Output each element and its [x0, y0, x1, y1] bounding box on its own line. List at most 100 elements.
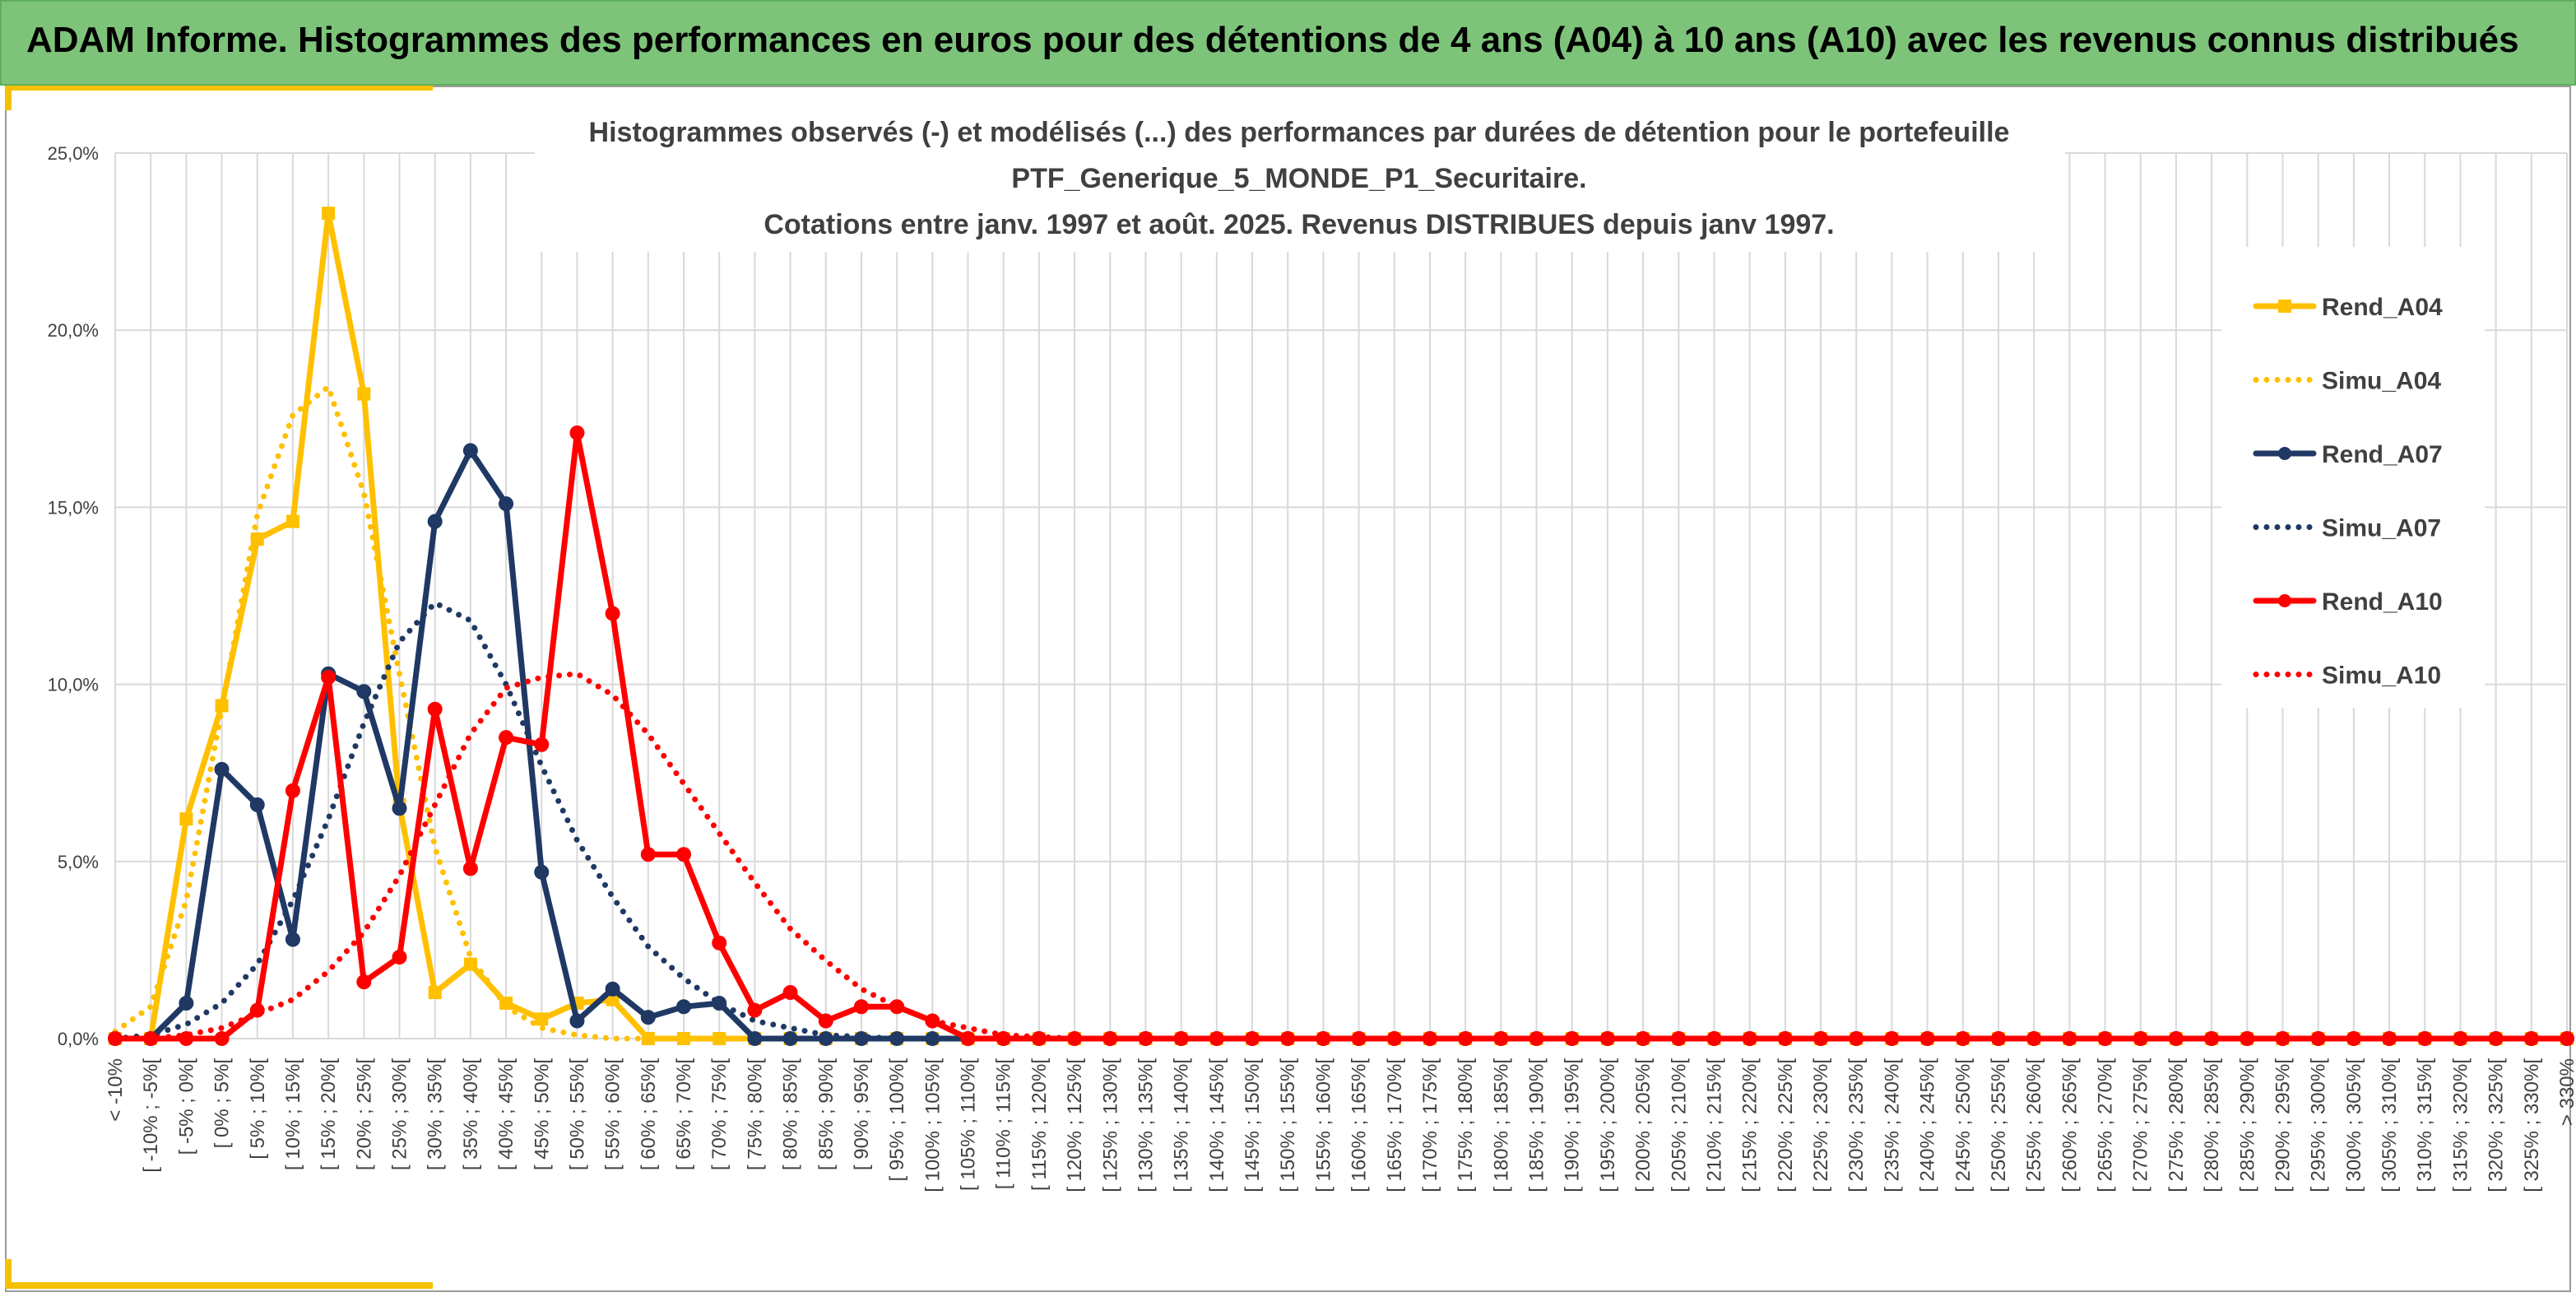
point-marker [214, 1031, 230, 1046]
point-marker [357, 387, 371, 401]
x-tick-label: [ -5% ; 0%[ [175, 1058, 197, 1155]
series-line-simu-a04 [112, 384, 2570, 1042]
point-marker [179, 812, 193, 826]
x-tick-label: [ 175% ; 180%[ [1455, 1058, 1477, 1192]
x-tick-label: [ 250% ; 255%[ [1988, 1058, 2010, 1192]
point-marker [747, 1031, 763, 1046]
x-tick-label: [ 40% ; 45%[ [495, 1058, 518, 1170]
accent-bar-bottom [5, 1282, 433, 1289]
point-marker [782, 1031, 798, 1046]
axis-layer: 0,0% 5,0% 10,0% 15,0% 20,0% 25,0% < -10% [ -10%… [48, 143, 2576, 1192]
x-tick-label: [ 15% ; 20%[ [318, 1058, 340, 1170]
x-tick-label: [ 285% ; 290%[ [2236, 1058, 2258, 1192]
x-tick-label: [ 255% ; 260%[ [2023, 1058, 2045, 1192]
point-marker [285, 783, 300, 798]
point-marker [392, 801, 407, 816]
x-tick-label: [ 270% ; 275%[ [2130, 1058, 2152, 1192]
x-tick-label: [ 0% ; 5%[ [211, 1058, 234, 1149]
x-tick-label: [ 305% ; 310%[ [2379, 1058, 2401, 1192]
series-layer [108, 207, 2574, 1046]
x-tick-label: [ 95% ; 100%[ [886, 1058, 908, 1182]
x-tick-label: [ 180% ; 185%[ [1490, 1058, 1512, 1192]
x-tick-label: [ 85% ; 90%[ [815, 1058, 838, 1170]
point-marker [640, 847, 656, 862]
point-marker [853, 999, 869, 1015]
x-tick-label: [ 165% ; 170%[ [1384, 1058, 1406, 1192]
point-marker [462, 443, 478, 458]
x-tick-label: [ 295% ; 300%[ [2308, 1058, 2330, 1192]
x-tick-label: [ 55% ; 60%[ [602, 1058, 624, 1170]
x-tick-label: [ 290% ; 295%[ [2272, 1058, 2294, 1192]
chart-title: Histogrammes observés (-) et modélisés (… [535, 104, 2065, 252]
legend-marker [2278, 300, 2291, 313]
x-tick-label: [ 50% ; 55%[ [566, 1058, 588, 1170]
point-marker [2560, 1031, 2574, 1046]
x-tick-label: [ 185% ; 190%[ [1526, 1058, 1548, 1192]
point-marker [712, 935, 727, 951]
x-tick-label: [ 10% ; 15%[ [282, 1058, 304, 1170]
chart-title-line: PTF_Generique_5_MONDE_P1_Securitaire. [1011, 163, 1586, 194]
chart-title-line: Histogrammes observés (-) et modélisés (… [589, 117, 2010, 148]
point-marker [677, 1032, 691, 1045]
y-tick-label: 20,0% [48, 320, 99, 341]
point-marker [249, 797, 265, 812]
x-tick-label: [ 215% ; 220%[ [1739, 1058, 1761, 1192]
y-tick-label: 5,0% [58, 852, 99, 872]
legend-background [2221, 247, 2485, 708]
x-tick-label: [ 5% ; 10%[ [247, 1058, 269, 1160]
x-tick-label: [ 45% ; 50%[ [531, 1058, 553, 1170]
point-marker [605, 606, 620, 621]
x-tick-label: [ 315% ; 320%[ [2449, 1058, 2472, 1192]
series-line-simu-a10 [112, 671, 2570, 1042]
x-tick-label: [ 190% ; 195%[ [1562, 1058, 1584, 1192]
x-tick-label: [ 280% ; 285%[ [2201, 1058, 2223, 1192]
page-title: ADAM Informe. Histogrammes des performan… [26, 20, 2519, 60]
x-tick-label: [ 135% ; 140%[ [1171, 1058, 1193, 1192]
x-tick-label: [ 120% ; 125%[ [1064, 1058, 1086, 1192]
point-marker [676, 847, 692, 862]
accent-bar-bottom-left [5, 1259, 12, 1289]
point-marker [606, 993, 620, 1006]
x-tick-label: [ 20% ; 25%[ [353, 1058, 375, 1170]
legend-label: Simu_A04 [2322, 368, 2441, 395]
point-marker [285, 932, 300, 947]
x-tick-label: [ 240% ; 245%[ [1917, 1058, 1939, 1192]
x-tick-label: [ 195% ; 200%[ [1597, 1058, 1619, 1192]
point-marker [462, 861, 478, 876]
x-tick-label: [ 220% ; 225%[ [1775, 1058, 1797, 1192]
point-marker [499, 730, 514, 746]
series-line-rend-a10 [112, 430, 2570, 1042]
point-marker [322, 207, 336, 221]
x-tick-label: [ 60% ; 65%[ [638, 1058, 660, 1170]
x-tick-label: [ 145% ; 150%[ [1242, 1058, 1264, 1192]
legend: Rend_A04 Simu_A04 Rend_A07 Simu_A07 Rend_A10… [2253, 294, 2443, 690]
x-tick-label: [ 275% ; 280%[ [2165, 1058, 2188, 1192]
point-marker [427, 514, 443, 529]
x-tick-label: [ 65% ; 70%[ [673, 1058, 695, 1170]
x-tick-label: [ 325% ; 330%[ [2521, 1058, 2543, 1192]
x-tick-label: [ 125% ; 130%[ [1099, 1058, 1121, 1192]
point-marker [605, 981, 620, 997]
title-background [535, 104, 2065, 252]
x-tick-label: [ 230% ; 235%[ [1845, 1058, 1868, 1192]
point-marker [356, 974, 372, 990]
x-tick-label: [ 110% ; 115%[ [993, 1058, 1015, 1190]
header-banner: ADAM Informe. Histogrammes des performan… [0, 0, 2576, 86]
y-tick-label: 10,0% [48, 675, 99, 695]
point-marker [214, 761, 230, 777]
x-tick-label: < -10% [104, 1058, 127, 1122]
legend-label: Rend_A10 [2322, 588, 2443, 616]
legend-label: Simu_A07 [2322, 515, 2441, 542]
chart-title-line: Cotations entre janv. 1997 et août. 2025… [764, 209, 1834, 240]
point-marker [356, 684, 372, 700]
point-marker [640, 1010, 656, 1025]
x-tick-label: [ 200% ; 205%[ [1632, 1058, 1655, 1192]
x-tick-label: [ 35% ; 40%[ [460, 1058, 482, 1170]
x-tick-label: [ 30% ; 35%[ [425, 1058, 447, 1170]
x-tick-label: [ 100% ; 105%[ [921, 1058, 944, 1192]
point-marker [534, 864, 550, 880]
x-tick-label: [ 115% ; 120%[ [1028, 1058, 1051, 1191]
point-marker [818, 1013, 833, 1029]
x-tick-label: [ 130% ; 135%[ [1135, 1058, 1157, 1192]
